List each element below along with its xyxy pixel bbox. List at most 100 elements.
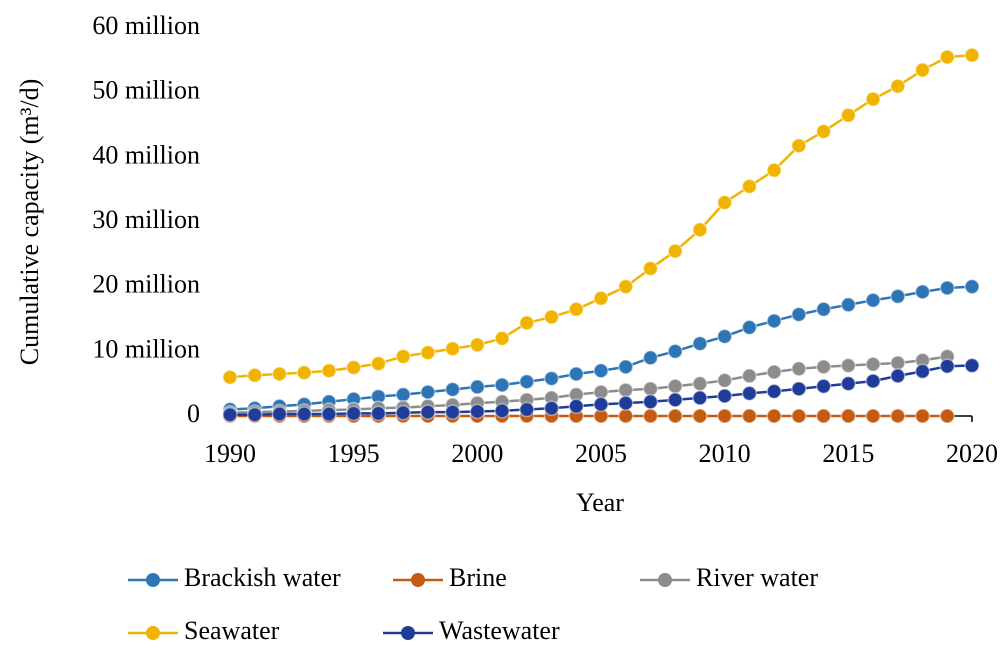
legend-label: Brackish water [184, 563, 341, 592]
data-point [420, 404, 436, 420]
legend-marker [658, 573, 672, 587]
data-point [766, 408, 782, 424]
data-point [939, 280, 956, 296]
data-point [865, 373, 881, 389]
data-point [667, 408, 683, 424]
data-point [370, 355, 387, 372]
data-point [865, 292, 881, 308]
data-point [716, 194, 733, 211]
data-point [890, 368, 906, 384]
legend-marker [411, 573, 425, 587]
data-point [815, 301, 832, 318]
data-point [444, 404, 461, 420]
data-point [444, 381, 461, 398]
data-point [617, 359, 634, 375]
data-point [568, 366, 585, 382]
data-point [568, 301, 585, 318]
data-point [543, 400, 560, 416]
data-point [593, 362, 609, 379]
y-tick-label: 10 million [92, 334, 200, 363]
data-point [865, 91, 881, 107]
data-point [964, 47, 980, 63]
data-point [840, 357, 857, 374]
data-point [494, 377, 510, 393]
y-tick-label: 20 million [92, 270, 200, 299]
data-point [815, 378, 832, 395]
y-tick-label: 40 million [92, 140, 200, 169]
data-point [840, 107, 857, 124]
data-point [890, 78, 906, 94]
data-point [617, 395, 634, 411]
x-axis-title: Year [576, 488, 624, 517]
data-point [890, 288, 906, 305]
data-point [939, 49, 956, 65]
data-point [617, 408, 634, 424]
x-tick-label: 1995 [328, 439, 380, 468]
data-point [791, 306, 807, 323]
data-point [420, 344, 436, 361]
data-point [543, 309, 560, 325]
y-tick-label: 30 million [92, 205, 200, 234]
x-tick-label: 1990 [204, 439, 256, 468]
legend-marker [146, 626, 160, 640]
data-point [964, 278, 980, 295]
data-point [964, 357, 980, 374]
legend-label: River water [696, 563, 818, 592]
data-point [345, 359, 362, 376]
data-point [741, 368, 758, 384]
data-point [865, 408, 881, 424]
data-point [519, 315, 535, 331]
data-point [420, 384, 436, 400]
data-point [469, 337, 486, 353]
data-point [766, 162, 782, 179]
x-tick-label: 2005 [575, 439, 627, 468]
data-point [791, 408, 807, 424]
data-point [692, 375, 708, 392]
data-point [716, 408, 733, 424]
data-point [791, 137, 807, 154]
data-point [271, 366, 288, 382]
data-point [321, 406, 337, 422]
series-line [229, 53, 973, 379]
data-point [716, 388, 733, 404]
y-tick-label: 60 million [92, 11, 200, 40]
data-point [716, 372, 733, 389]
data-point [370, 405, 387, 422]
data-point [222, 369, 238, 385]
data-point [395, 405, 411, 421]
data-point [617, 382, 634, 398]
y-tick-label: 50 million [92, 76, 200, 105]
data-point [766, 364, 782, 380]
data-point [617, 278, 634, 295]
data-point [667, 378, 683, 395]
data-point [840, 375, 857, 392]
data-point [741, 178, 758, 195]
data-point [667, 343, 683, 360]
data-point [840, 297, 857, 313]
data-point [914, 284, 931, 300]
data-point [914, 62, 931, 78]
legend-marker [146, 573, 160, 587]
data-point [914, 408, 931, 424]
data-point [791, 361, 807, 377]
data-point [321, 362, 337, 379]
data-point [593, 396, 609, 413]
data-point [939, 408, 956, 424]
data-point [840, 408, 857, 424]
data-point [667, 392, 683, 408]
data-point [222, 406, 238, 423]
data-point [469, 403, 486, 420]
data-point [345, 405, 362, 422]
data-point [692, 408, 708, 424]
data-point [296, 364, 312, 381]
data-point [791, 381, 807, 397]
data-point [890, 355, 906, 371]
data-point [815, 408, 832, 424]
x-tick-label: 2000 [451, 439, 503, 468]
data-point [519, 401, 535, 418]
data-point [642, 394, 659, 410]
data-point [642, 350, 659, 366]
data-point [815, 359, 832, 375]
data-point [692, 222, 708, 238]
